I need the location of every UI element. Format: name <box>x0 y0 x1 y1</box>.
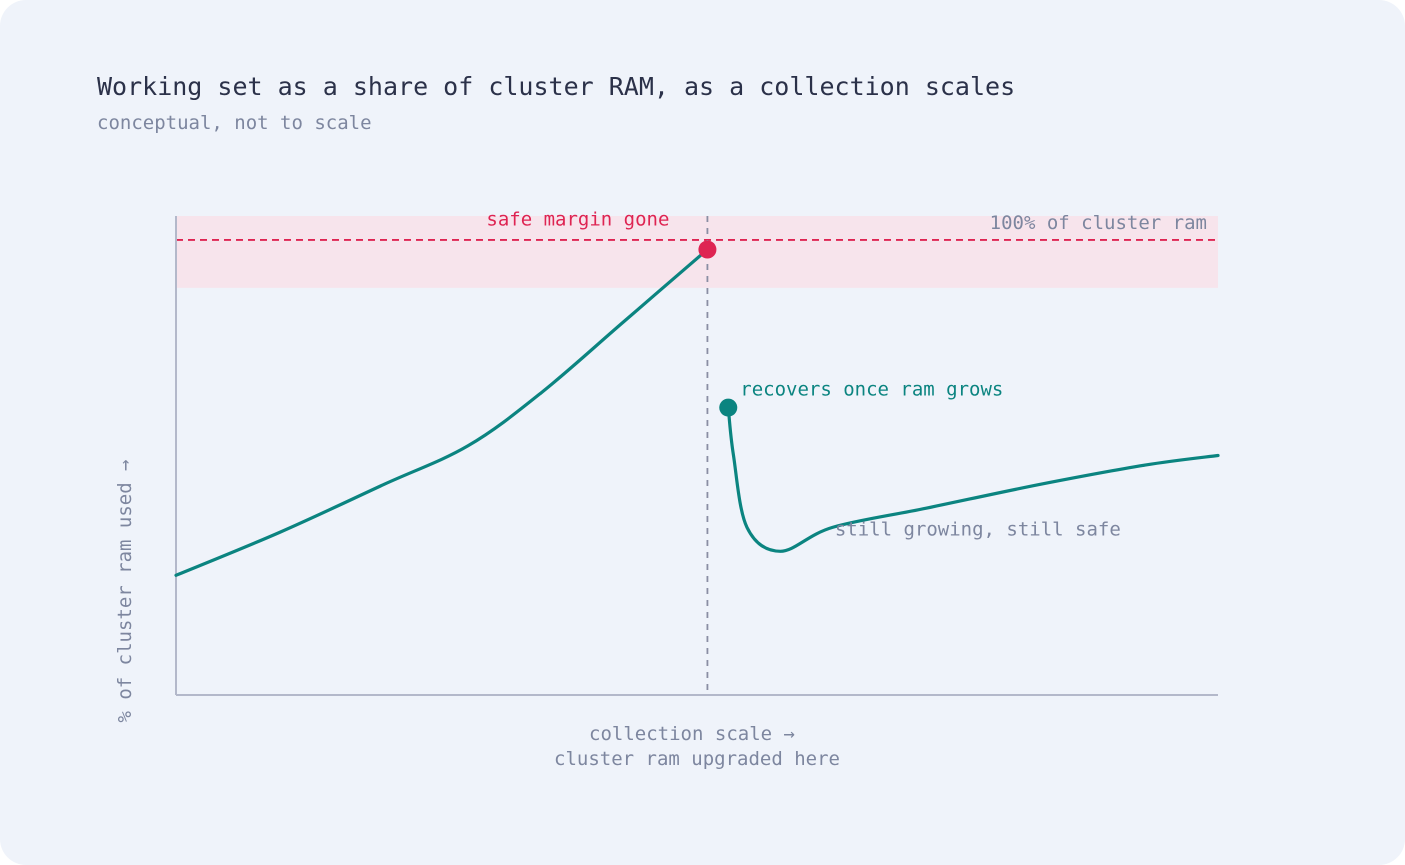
annotation-recovers: recovers once ram grows <box>740 379 1003 401</box>
recovery-point <box>719 398 738 417</box>
series-line-after-upgrade <box>726 406 1220 553</box>
danger-band <box>176 216 1218 288</box>
annotation-still-growing: still growing, still safe <box>835 519 1121 541</box>
series-line-before-upgrade <box>174 247 709 577</box>
annotation-margin-gone: safe margin gone <box>486 209 669 231</box>
chart-subtitle: conceptual, not to scale <box>97 112 372 134</box>
y-axis-label: % of cluster ram used → <box>114 459 136 722</box>
x-axis-label: collection scale → <box>589 723 795 745</box>
margin-gone-point <box>698 240 717 259</box>
upgrade-label: cluster ram upgraded here <box>554 748 840 770</box>
threshold-label: 100% of cluster ram <box>990 212 1207 234</box>
chart-title: Working set as a share of cluster RAM, a… <box>97 72 1016 101</box>
